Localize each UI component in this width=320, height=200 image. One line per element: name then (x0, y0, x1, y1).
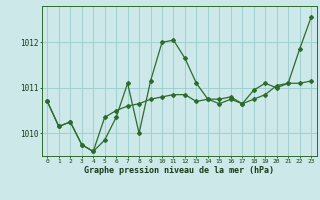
X-axis label: Graphe pression niveau de la mer (hPa): Graphe pression niveau de la mer (hPa) (84, 166, 274, 175)
